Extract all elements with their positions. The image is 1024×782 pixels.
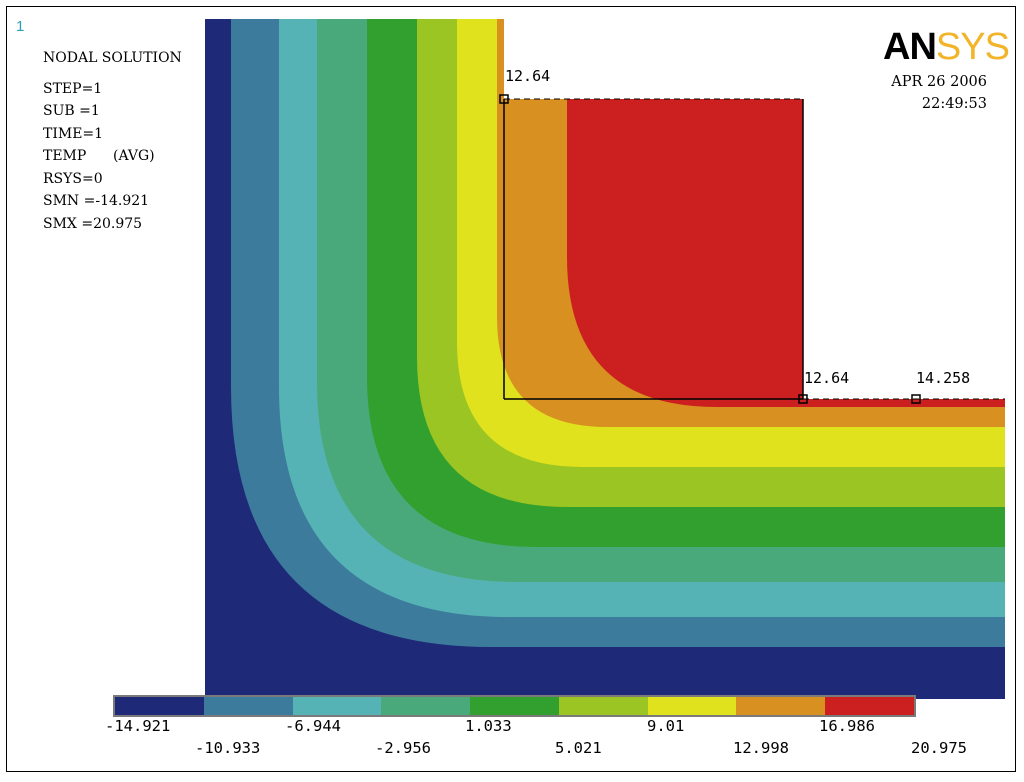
- path-node-top-left: [499, 94, 509, 104]
- legend-swatch-7: [647, 697, 737, 715]
- solution-info-panel: NODAL SOLUTION STEP=1 SUB =1 TIME=1 TEMP…: [43, 47, 182, 235]
- legend-value-6: 5.021: [555, 739, 602, 757]
- legend-value-3: -6.944: [285, 717, 341, 735]
- legend-value-5: 1.033: [465, 717, 512, 735]
- legend-value-9: 16.986: [819, 717, 875, 735]
- sub-label: SUB =1: [43, 103, 100, 119]
- legend-swatch-1: [115, 697, 204, 715]
- legend-value-1: -14.921: [105, 717, 171, 735]
- datetime-stamp: APR 26 2006 22:49:53: [857, 71, 987, 115]
- path-node-bottom-right: [798, 394, 808, 404]
- legend-swatch-8: [736, 697, 826, 715]
- time-label: 22:49:53: [921, 96, 987, 112]
- path-label-top-left: 12.64: [505, 67, 551, 85]
- contour-plot[interactable]: [7, 7, 1016, 772]
- white-cutout-right: [803, 19, 1009, 399]
- path-label-edge: 14.258: [916, 369, 971, 387]
- legend-value-4: -2.956: [375, 739, 431, 757]
- path-label-bottom-right: 12.64: [804, 369, 850, 387]
- path-node-edge: [911, 394, 921, 404]
- legend-value-2: -10.933: [195, 739, 261, 757]
- legend-swatch-2: [203, 697, 293, 715]
- rsys-label: RSYS=0: [43, 170, 103, 187]
- contour-legend-bar: [113, 695, 916, 717]
- legend-swatch-9: [825, 697, 915, 715]
- legend-swatch-3: [292, 697, 382, 715]
- smx-label: SMX =20.975: [43, 215, 143, 232]
- legend-value-7: 9.01: [647, 717, 685, 735]
- time-label: TIME=1: [43, 125, 104, 142]
- solution-title: NODAL SOLUTION: [43, 50, 182, 66]
- temp-label: TEMP (AVG): [43, 148, 155, 164]
- contour-band-max-corner: [725, 99, 803, 177]
- date-label: APR 26 2006: [891, 74, 987, 90]
- legend-swatch-5: [470, 697, 559, 715]
- legend-swatch-6: [558, 697, 648, 715]
- legend-swatch-4: [381, 697, 471, 715]
- smn-label: SMN =-14.921: [43, 193, 150, 209]
- step-label: STEP=1: [43, 80, 103, 97]
- window-number: 1: [16, 18, 25, 35]
- legend-value-10: 20.975: [911, 739, 967, 757]
- legend-value-8: 12.998: [733, 739, 789, 757]
- graphics-window[interactable]: 1 NODAL SOLUTION STEP=1 SUB =1 TIME=1 TE…: [6, 6, 1016, 772]
- ansys-logo: ANSYS: [883, 26, 1010, 68]
